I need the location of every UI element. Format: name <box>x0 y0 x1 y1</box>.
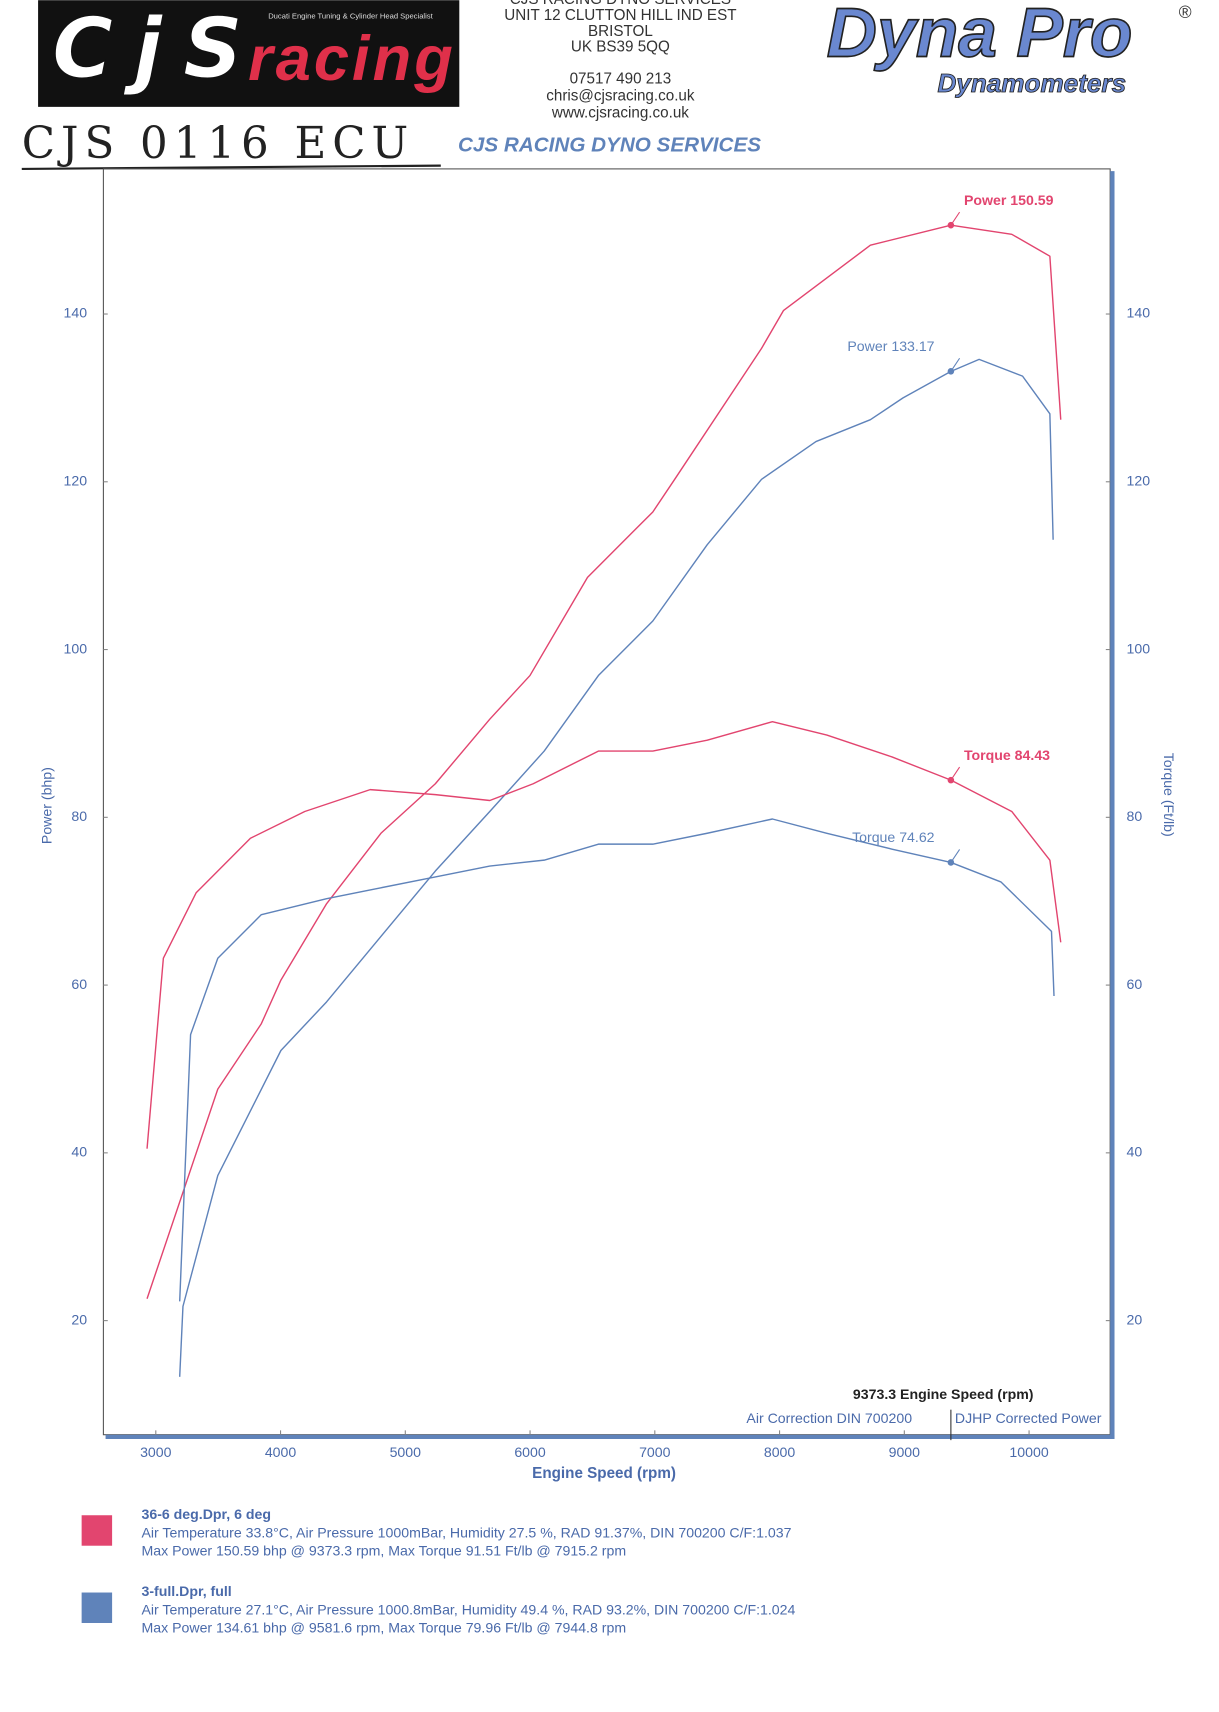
y2-axis-label: Torque (Ft/lb) <box>1161 753 1177 837</box>
y2-tick-label: 140 <box>1126 305 1150 321</box>
chart-title: CJS RACING DYNO SERVICES <box>458 133 761 156</box>
data-line <box>146 720 1062 1149</box>
y-tick-label: 100 <box>63 640 87 656</box>
address: CJS RACING DYNO SERVICESUNIT 12 CLUTTON … <box>504 0 736 121</box>
legend-name: 36-6 deg.Dpr, 6 deg <box>141 1506 271 1522</box>
brand: Dyna Pro <box>827 0 1133 72</box>
legend-name: 3-full.Dpr, full <box>141 1583 231 1599</box>
y2-tick-label: 60 <box>1126 976 1142 992</box>
legend-detail: Air Temperature 27.1°C, Air Pressure 100… <box>141 1602 795 1618</box>
y-axis-label: Power (bhp) <box>39 767 55 844</box>
y-tick-label: 140 <box>63 305 87 321</box>
annotation-marker <box>947 859 955 866</box>
y-tick-label: 60 <box>71 976 87 992</box>
legend-detail: Max Power 150.59 bhp @ 9373.3 rpm, Max T… <box>141 1542 626 1558</box>
annotation-label: Torque 84.43 <box>964 747 1050 763</box>
annotation-label: Torque 74.62 <box>852 829 935 845</box>
contact-line: 07517 490 213 <box>570 71 672 88</box>
annotation-marker <box>947 368 955 375</box>
cursor-label: 9373.3 Engine Speed (rpm) <box>853 1386 1034 1402</box>
y2-tick-label: 120 <box>1126 473 1150 489</box>
brand-mark: ® <box>1179 2 1192 22</box>
y-tick-label: 40 <box>71 1144 87 1160</box>
y2-tick-label: 80 <box>1126 808 1142 824</box>
x-tick-label: 8000 <box>764 1444 796 1460</box>
legend-detail: Max Power 134.61 bhp @ 9581.6 rpm, Max T… <box>141 1620 626 1636</box>
x-tick-label: 3000 <box>140 1444 172 1460</box>
address-line: UNIT 12 CLUTTON HILL IND EST <box>504 7 736 24</box>
data-line <box>178 818 1055 1302</box>
address-line: BRISTOL <box>588 23 653 40</box>
annotation-marker <box>947 776 955 784</box>
annotation-label: Power 133.17 <box>847 338 934 354</box>
x-tick-label: 5000 <box>390 1444 422 1460</box>
legend-swatch <box>81 1515 113 1546</box>
note-underline <box>21 164 441 170</box>
y2-tick-label: 100 <box>1126 640 1150 656</box>
brand-sub: Dynamometers <box>937 68 1126 98</box>
plot-content: 20 40 60 80 100 120 140 20 40 60 80 100 120 140 3000 40… <box>63 192 1150 1636</box>
logo-box <box>38 0 460 107</box>
y2-tick-label: 20 <box>1126 1311 1142 1327</box>
address-line: UK BS39 5QQ <box>571 39 670 56</box>
y2-tick-label: 40 <box>1126 1144 1142 1160</box>
contact-line: chris@cjsracing.co.uk <box>546 88 695 105</box>
logo-main: CjS <box>52 0 242 97</box>
footer-note: Air Correction DIN 700200 <box>746 1410 912 1426</box>
contact-line: www.cjsracing.co.uk <box>551 104 689 121</box>
y-tick-label: 80 <box>71 808 87 824</box>
annotation-label: Power 150.59 <box>964 192 1054 208</box>
x-tick-label: 9000 <box>889 1444 921 1460</box>
x-tick-label: 4000 <box>265 1444 297 1460</box>
handwritten-note: CJS 0116 ECU <box>22 119 408 169</box>
legend-swatch <box>81 1592 113 1623</box>
x-axis-label: Engine Speed (rpm) <box>532 1465 676 1482</box>
footer-note: DJHP Corrected Power <box>955 1410 1102 1426</box>
address-line: CJS RACING DYNO SERVICES <box>510 0 731 8</box>
annotation-marker <box>947 221 955 229</box>
x-tick-label: 7000 <box>639 1444 671 1460</box>
y-tick-label: 20 <box>71 1311 87 1327</box>
x-tick-label: 6000 <box>514 1444 546 1460</box>
logo-tagline: Ducati Engine Tuning & Cylinder Head Spe… <box>268 12 433 21</box>
data-line <box>178 358 1054 1377</box>
x-tick-label: 10000 <box>1009 1444 1048 1460</box>
y-tick-label: 120 <box>63 473 87 489</box>
legend-detail: Air Temperature 33.8°C, Air Pressure 100… <box>141 1524 791 1540</box>
